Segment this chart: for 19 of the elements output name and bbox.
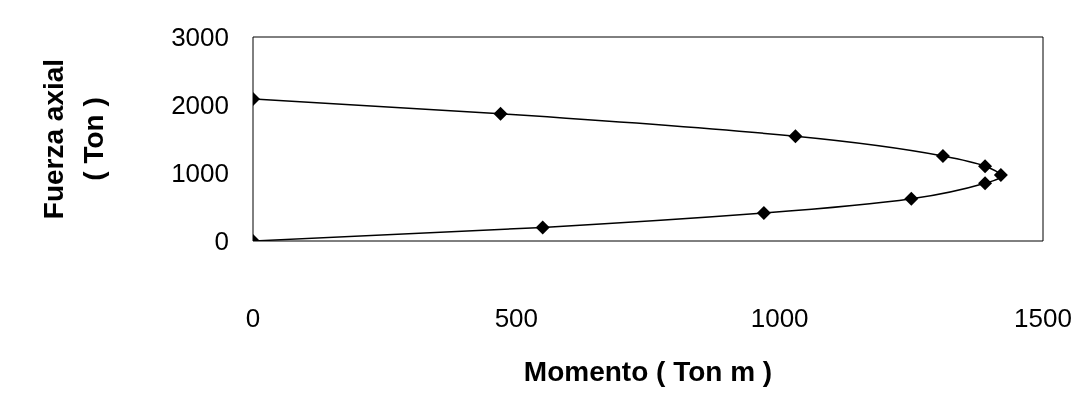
point — [935, 149, 950, 163]
point — [978, 159, 993, 174]
y-tick-label: 1000 — [171, 158, 229, 189]
x-tick-label: 500 — [494, 303, 539, 334]
x-axis-title: Momento ( Ton m ) — [523, 356, 773, 387]
y-tick-label: 2000 — [171, 90, 229, 121]
y-axis-title: Fuerza axial ( Ton ) — [38, 58, 110, 220]
y-tick-label: 0 — [214, 226, 229, 257]
point — [756, 206, 771, 221]
x-tick-label: 1000 — [750, 303, 809, 334]
point — [535, 220, 550, 235]
point — [493, 106, 508, 121]
point — [978, 176, 993, 191]
point — [993, 168, 1008, 183]
x-tick-label: 0 — [245, 303, 261, 334]
point — [788, 129, 803, 144]
point — [904, 191, 919, 206]
y-tick-label: 3000 — [171, 22, 229, 53]
x-tick-label: 1500 — [1014, 303, 1072, 334]
